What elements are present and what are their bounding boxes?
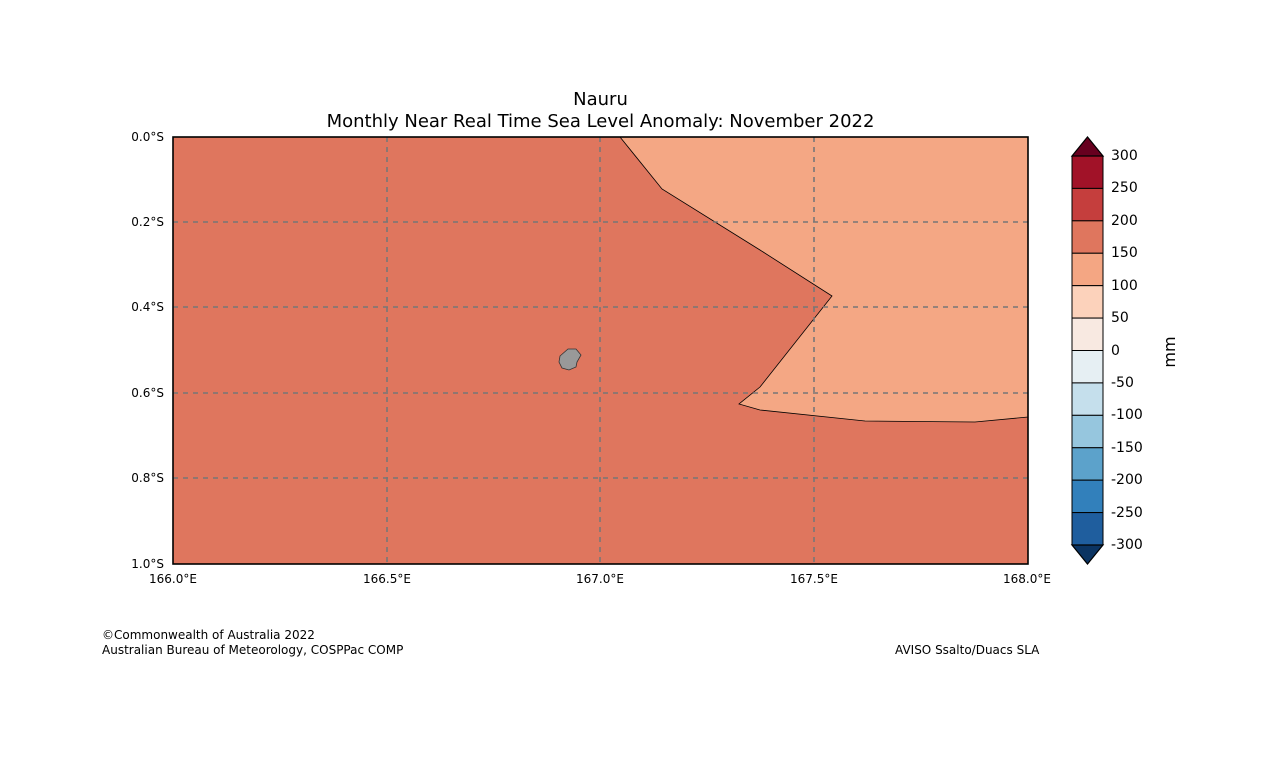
colorbar-extend-low (1070, 544, 1105, 565)
data-source-text: AVISO Ssalto/Duacs SLA (895, 643, 1040, 657)
map-title: Nauru (573, 89, 628, 110)
colorbar-tick-label: 100 (1111, 277, 1138, 294)
colorbar-tick-label: 250 (1111, 180, 1138, 197)
colorbar-tick-label: -150 (1111, 439, 1143, 456)
colorbar-segment (1071, 382, 1104, 416)
colorbar (1070, 136, 1105, 565)
colorbar-tick-label: -250 (1111, 504, 1143, 521)
lat-label: 0.4°S (131, 300, 164, 314)
colorbar-segment (1071, 512, 1104, 546)
copyright-text: ©Commonwealth of Australia 2022 (102, 628, 315, 642)
lat-label: 0.2°S (131, 215, 164, 229)
colorbar-segment (1071, 187, 1104, 222)
colorbar-segment (1071, 252, 1104, 287)
colorbar-segment (1071, 155, 1104, 189)
nauru-island (558, 348, 582, 371)
colorbar-tick-label: -200 (1111, 472, 1143, 489)
colorbar-tick-label: 200 (1111, 212, 1138, 229)
lon-label: 168.0°E (1003, 572, 1051, 586)
colorbar-segment (1071, 414, 1104, 449)
map-subtitle: Monthly Near Real Time Sea Level Anomaly… (326, 111, 875, 132)
lon-label: 166.5°E (363, 572, 411, 586)
colorbar-extend-high (1070, 136, 1105, 157)
colorbar-tick-label: -300 (1111, 537, 1143, 553)
map-frame (172, 136, 1029, 565)
lat-label: 0.8°S (131, 471, 164, 485)
colorbar-segment (1071, 350, 1104, 384)
lon-label: 167.5°E (790, 572, 838, 586)
colorbar-tick-label: 150 (1111, 245, 1138, 262)
colorbar-unit-label: mm (1160, 336, 1180, 368)
lat-label: 0.6°S (131, 386, 164, 400)
colorbar-segment (1071, 479, 1104, 514)
colorbar-tick-label: 50 (1111, 310, 1129, 327)
lat-label: 1.0°S (131, 557, 164, 571)
lon-label: 166.0°E (149, 572, 197, 586)
lat-label: 0.0°S (131, 130, 164, 144)
colorbar-segment (1071, 447, 1104, 481)
colorbar-tick-label: -50 (1111, 374, 1134, 391)
lon-label: 167.0°E (576, 572, 624, 586)
gridlines (173, 137, 1028, 564)
organization-text: Australian Bureau of Meteorology, COSPPa… (102, 643, 404, 657)
colorbar-tick-label: 0 (1111, 342, 1120, 359)
colorbar-segment (1071, 317, 1104, 352)
colorbar-tick-label: -100 (1111, 407, 1143, 424)
colorbar-segment (1071, 285, 1104, 319)
colorbar-segment (1071, 220, 1104, 254)
colorbar-tick-label: 300 (1111, 148, 1138, 164)
